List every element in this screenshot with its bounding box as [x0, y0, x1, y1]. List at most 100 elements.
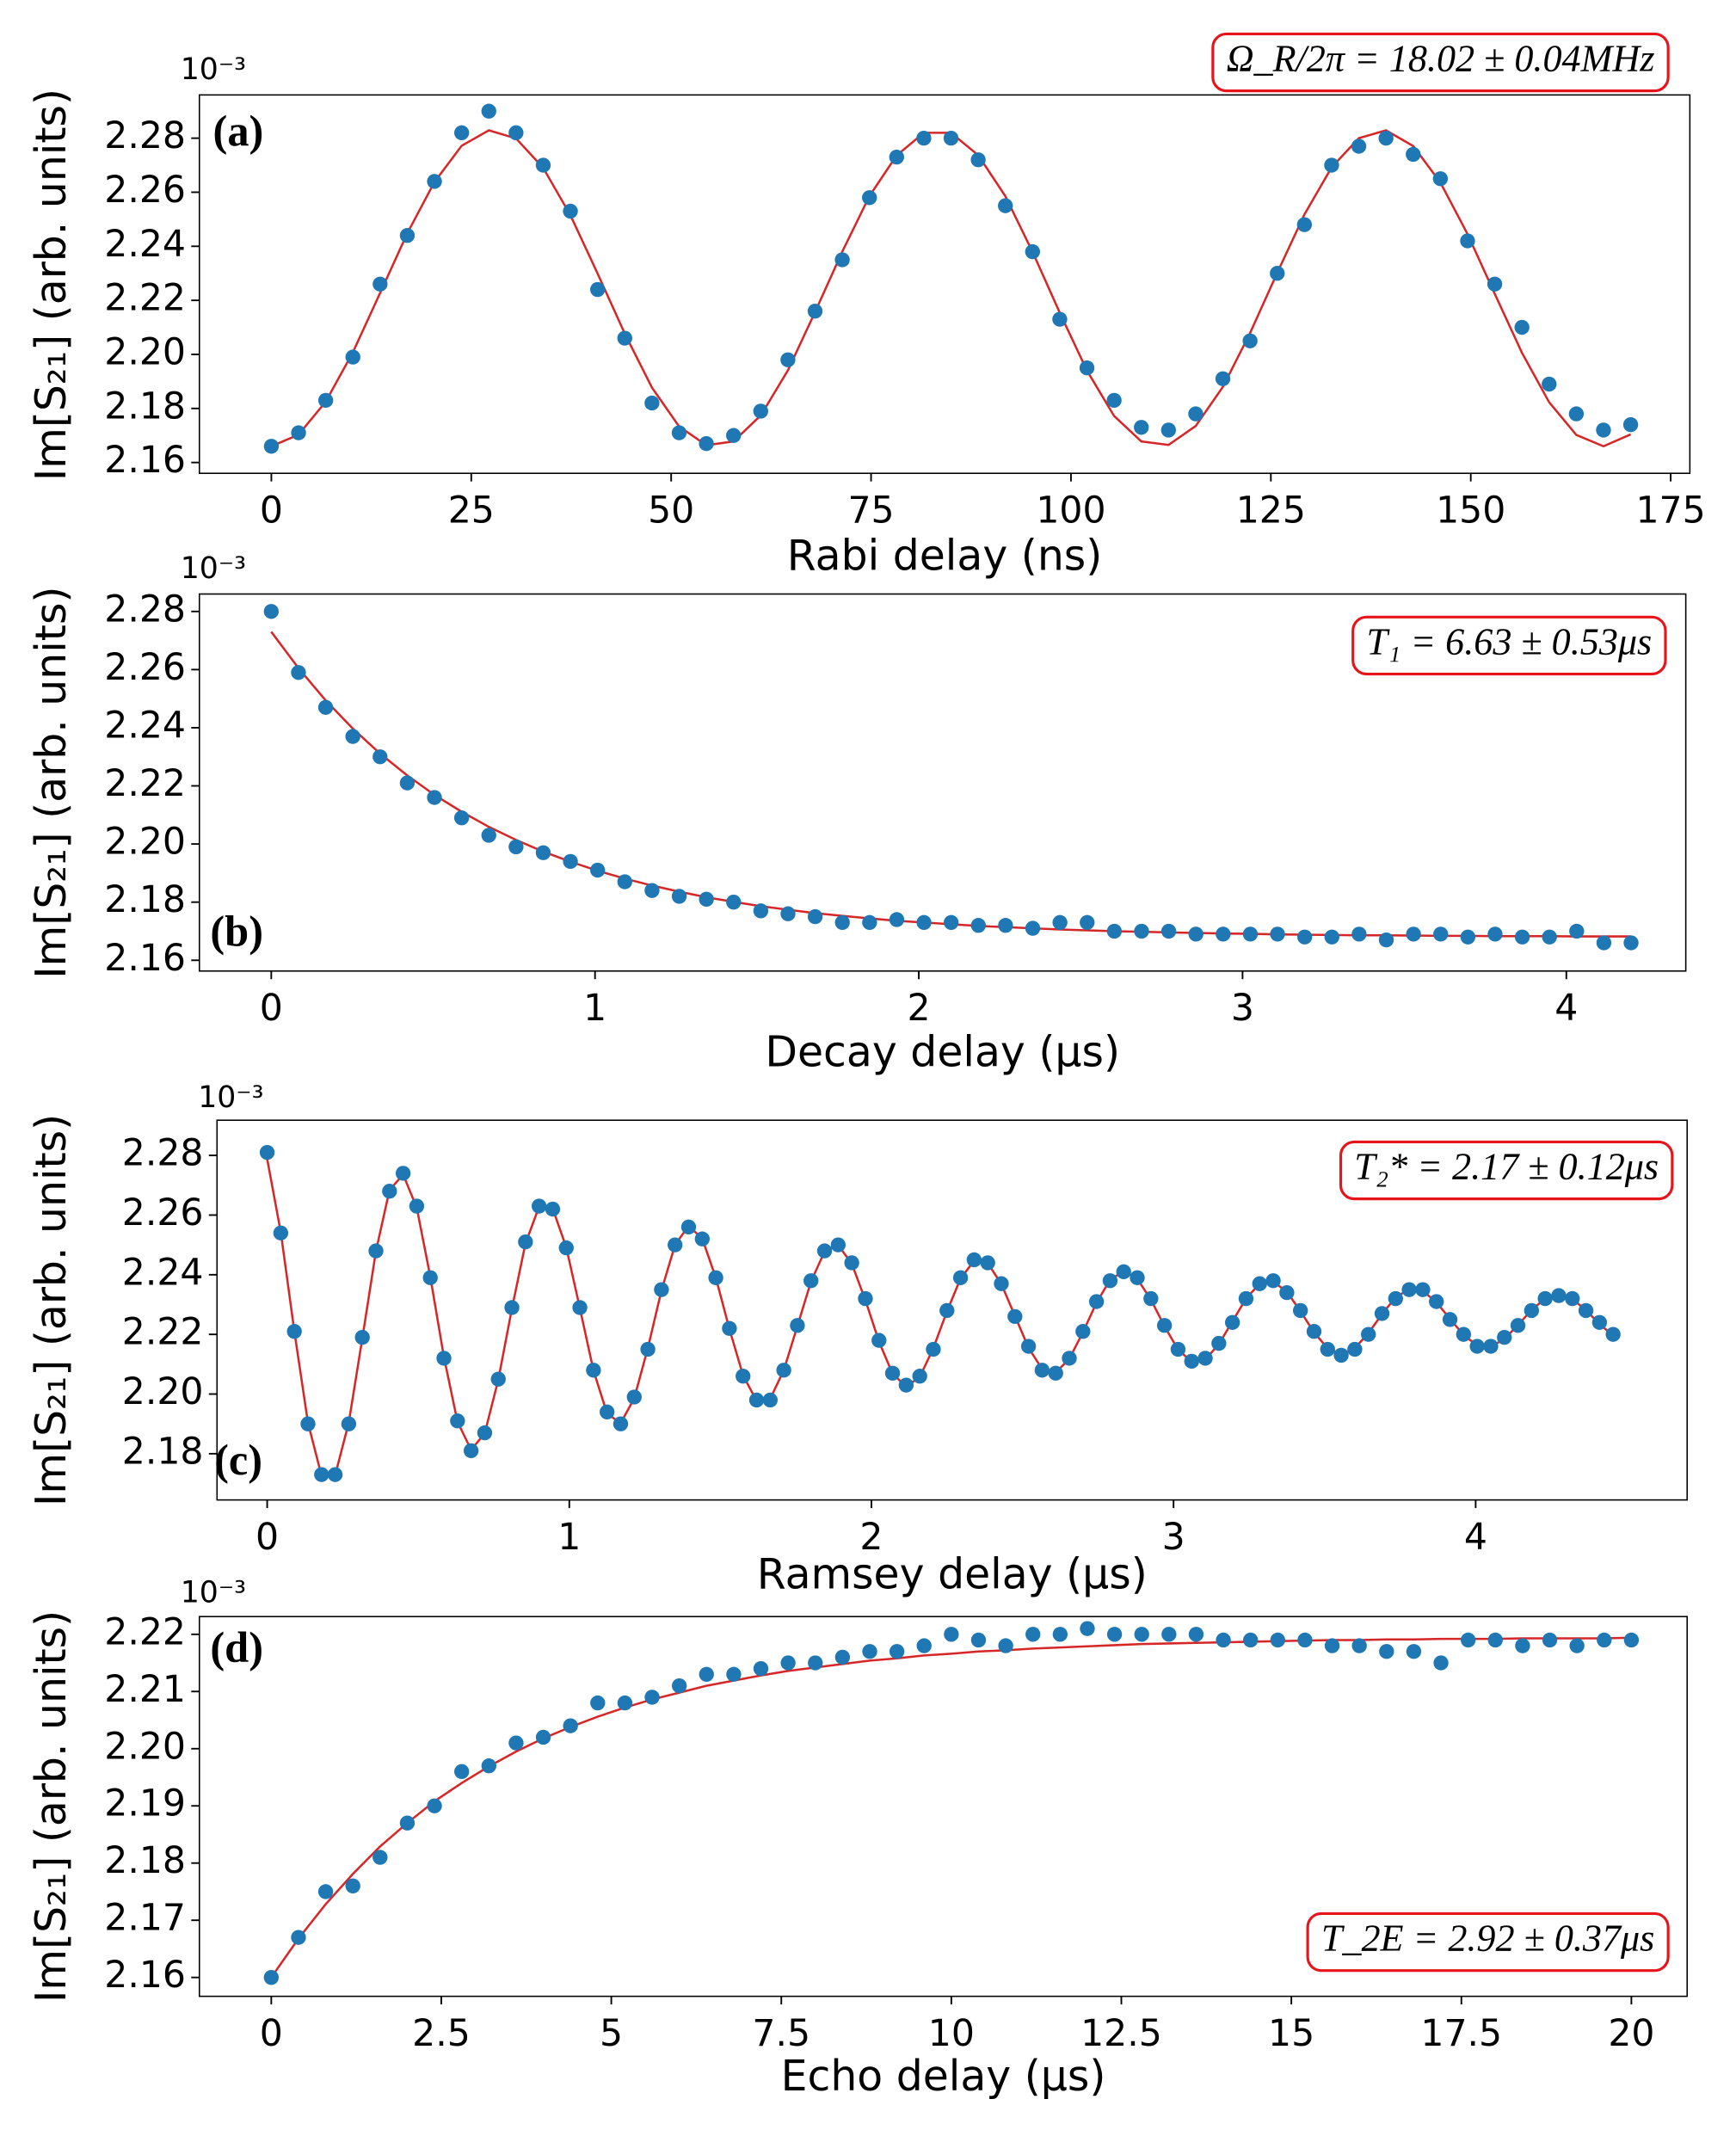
data-point	[1007, 1308, 1023, 1325]
data-point	[477, 1425, 493, 1441]
data-point	[1514, 929, 1530, 945]
data-point	[372, 276, 388, 292]
panel-label: (b)	[210, 907, 263, 955]
data-point	[1351, 1638, 1367, 1653]
data-point	[1160, 422, 1177, 438]
data-point	[998, 918, 1013, 933]
data-point	[966, 1252, 982, 1268]
data-point	[699, 891, 714, 907]
data-point	[399, 228, 416, 243]
data-point	[844, 1255, 859, 1271]
data-point	[1565, 1290, 1580, 1307]
data-point	[807, 908, 823, 925]
data-point	[776, 1363, 791, 1378]
x-tick-label: 5	[600, 2012, 623, 2055]
data-point	[1134, 923, 1149, 939]
data-point	[409, 1198, 425, 1214]
data-point	[1347, 1341, 1363, 1357]
data-point	[1542, 929, 1557, 945]
data-point	[1088, 1294, 1105, 1309]
data-point	[463, 1443, 479, 1459]
data-point	[1075, 1324, 1091, 1339]
data-point	[531, 1198, 547, 1214]
data-point	[671, 425, 687, 440]
data-point	[399, 1815, 416, 1831]
data-point	[454, 1764, 470, 1780]
data-point	[1483, 1339, 1499, 1354]
data-point	[694, 1231, 710, 1247]
data-point	[1102, 1273, 1118, 1289]
y-tick-label: 2.18	[104, 385, 186, 428]
data-point	[808, 1655, 823, 1671]
data-point	[1243, 1632, 1259, 1648]
fit-line	[270, 1636, 1632, 1979]
y-tick-label: 2.20	[104, 1725, 186, 1768]
data-point	[1487, 276, 1503, 292]
x-tick-label: 0	[260, 2012, 283, 2055]
panel-label: (a)	[213, 107, 264, 155]
data-point	[1515, 1638, 1530, 1653]
data-point	[1623, 1632, 1640, 1648]
annotation: T₂* = 2.17 ± 0.12μs	[1354, 1146, 1659, 1188]
data-point	[314, 1467, 329, 1482]
y-tick-label: 2.16	[104, 439, 186, 482]
data-point	[613, 1416, 629, 1431]
data-point	[436, 1351, 452, 1366]
data-point	[1079, 360, 1095, 376]
data-point	[427, 174, 442, 189]
data-point	[1568, 406, 1585, 422]
data-point	[1293, 1302, 1308, 1319]
data-point	[563, 203, 578, 219]
data-point	[780, 906, 796, 921]
data-point	[858, 1290, 873, 1307]
data-point	[1188, 926, 1204, 942]
data-point	[671, 889, 687, 904]
annotation-box	[1339, 1140, 1674, 1201]
data-point	[617, 1695, 633, 1711]
data-point	[753, 403, 768, 419]
data-point	[1025, 243, 1040, 260]
x-tick-label: 0	[255, 1516, 279, 1559]
data-point	[912, 1369, 927, 1384]
data-point	[1216, 1632, 1231, 1648]
data-point	[1242, 333, 1258, 348]
data-point	[395, 1166, 411, 1181]
x-axis-label: Ramsey delay (μs)	[757, 1549, 1148, 1598]
data-point	[943, 130, 959, 146]
data-point	[1578, 1302, 1594, 1319]
data-point	[1542, 1632, 1558, 1648]
data-point	[1524, 1302, 1540, 1319]
data-point	[1025, 1627, 1041, 1642]
y-tick-label: 2.22	[104, 762, 186, 805]
data-point	[1270, 1632, 1285, 1648]
data-point	[726, 1666, 742, 1683]
data-point	[590, 1695, 606, 1711]
data-point	[1270, 926, 1285, 942]
x-tick-label: 175	[1635, 489, 1705, 532]
panel: 2.16 2.17 2.18 2.19 2.20 2.21 2.22 0 2.5 5 7.5 10 12…	[27, 1575, 1688, 2101]
data-point	[884, 1365, 901, 1381]
data-point	[816, 1243, 833, 1259]
data-point	[1487, 1632, 1503, 1648]
data-point	[572, 1300, 588, 1315]
data-point	[427, 790, 442, 805]
y-tick-label: 2.28	[122, 1132, 204, 1175]
data-point	[1080, 914, 1095, 931]
data-point	[1161, 1627, 1177, 1642]
data-point	[273, 1225, 289, 1240]
data-point	[736, 1369, 751, 1384]
x-tick-label: 4	[1464, 1516, 1487, 1559]
data-point	[291, 425, 306, 440]
data-point	[1406, 1644, 1422, 1659]
data-point	[450, 1413, 465, 1429]
x-axis-label: Decay delay (μs)	[765, 1028, 1120, 1077]
y-tick-label: 2.17	[104, 1897, 186, 1940]
data-point	[1062, 1351, 1077, 1366]
data-point	[545, 1201, 561, 1217]
y-tick-label: 2.24	[104, 704, 186, 747]
data-point	[1156, 1318, 1173, 1333]
data-point	[341, 1416, 357, 1431]
data-point	[291, 665, 306, 680]
data-point	[970, 918, 986, 933]
data-point	[748, 1392, 765, 1408]
